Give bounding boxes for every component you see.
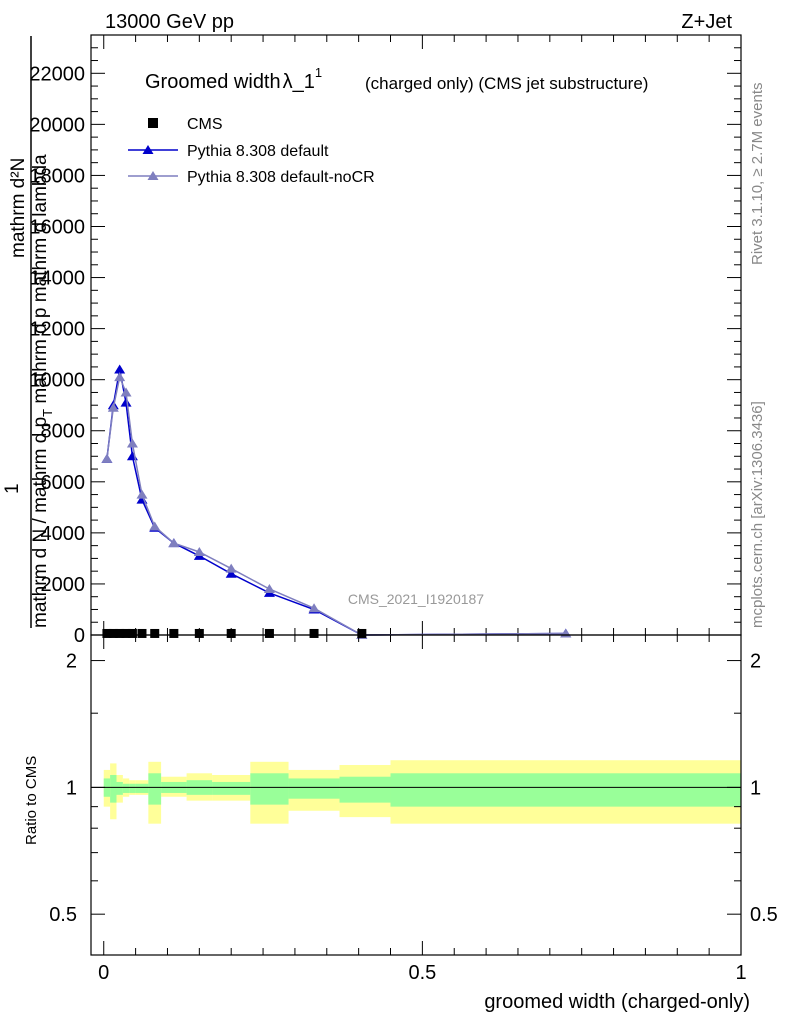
ylabel-one: 1 [2, 483, 23, 494]
ylabel-sub: T [40, 409, 55, 417]
ratio-plot: 0.5 0.5 1 1 2 2 0 0.5 1 Ratio to CMS groomed wid… [23, 634, 778, 1013]
cms-point [194, 628, 204, 638]
main-series [101, 364, 572, 639]
pythia-nocr-point [136, 489, 148, 499]
ratio-ytick-label-right: 0.5 [750, 904, 778, 926]
main-ytick-label: 12000 [29, 319, 85, 341]
ratio-ytick-label-right: 2 [750, 651, 761, 673]
main-ytick-label: 10000 [29, 370, 85, 392]
pythia-nocr-point [101, 453, 113, 463]
title-lambda: λ_1 [283, 71, 315, 93]
mcplots-label: mcplots.cern.ch [arXiv:1306.3436] [749, 401, 766, 628]
ratio-band-inner [122, 783, 130, 793]
cms-point [108, 628, 118, 638]
pythia-nocr-point [149, 521, 161, 531]
pythia-default-point [120, 397, 132, 407]
cms-point [169, 628, 179, 638]
pythia-nocr-point [120, 387, 132, 397]
legend: CMS Pythia 8.308 default Pythia 8.308 de… [128, 116, 375, 186]
main-ytick-label: 14000 [29, 268, 85, 290]
cms-point [121, 628, 131, 638]
pythia-nocr-point [225, 563, 237, 573]
pythia-default-line [106, 369, 566, 636]
ylabel-prefix: mathrm d N / mathrm d p [30, 417, 51, 628]
ratio-axis-ticks: 0.5 0.5 1 1 2 2 0 0.5 1 [49, 635, 778, 984]
ratio-band-inner [135, 783, 149, 793]
main-ytick-label: 4000 [41, 523, 86, 545]
pythia-default-point [114, 364, 126, 374]
pythia-nocr-point [168, 538, 180, 548]
main-ytick-label: 8000 [41, 421, 86, 443]
ratio-ylabel: Ratio to CMS [23, 756, 40, 845]
main-plot: 0 2000 4000 6000 8000 10000 12000 14000 16000 180… [2, 34, 742, 647]
title-suffix: (charged only) (CMS jet substructure) [365, 74, 648, 93]
ylabel-numerator: mathrm d²N [8, 158, 29, 258]
plot-title: Groomed width λ_11 [145, 65, 322, 93]
ratio-band-inner [129, 783, 136, 793]
cms-point [127, 628, 137, 638]
cms-point [115, 628, 125, 638]
ratio-band-inner [339, 776, 391, 803]
pythia-nocr-point [308, 603, 320, 613]
ratio-band-inner [250, 773, 289, 805]
cms-point [226, 628, 236, 638]
ratio-band-inner [288, 778, 340, 799]
legend-marker-default [142, 145, 154, 154]
title-main: Groomed width [145, 71, 281, 93]
rivet-version-label: Rivet 3.1.10, ≥ 2.7M events [749, 83, 766, 266]
ylabel-denominator: mathrm d N / mathrm d pT mathrm d p math… [30, 154, 55, 628]
cms-point [150, 628, 160, 638]
analysis-watermark: CMS_2021_I1920187 [348, 591, 484, 607]
pythia-nocr-line [106, 374, 566, 636]
cms-point [137, 628, 147, 638]
pythia-nocr-point [126, 438, 138, 448]
title-sup: 1 [315, 65, 322, 80]
pythia-nocr-point [263, 584, 275, 594]
ratio-bands [91, 760, 741, 824]
main-ylabel: mathrm d²N 1 mathrm d N / mathrm d pT ma… [2, 36, 55, 628]
main-axis-ticks: 0 2000 4000 6000 8000 10000 12000 14000 16000 180… [29, 35, 742, 647]
main-ytick-label: 22000 [29, 63, 85, 85]
pythia-nocr-point [193, 547, 205, 557]
ratio-band-inner [110, 774, 117, 803]
ratio-ytick-label-right: 1 [750, 777, 761, 799]
ratio-ytick-label: 2 [66, 651, 77, 673]
cms-point [309, 628, 319, 638]
energy-label: 13000 GeV pp [105, 11, 234, 33]
main-ytick-label: 0 [74, 625, 85, 647]
ratio-plot-frame [90, 634, 742, 956]
main-ytick-label: 20000 [29, 114, 85, 136]
legend-marker-nocr [147, 171, 159, 180]
ratio-xtick-label: 0 [98, 962, 109, 984]
pythia-default-point [225, 568, 237, 578]
legend-label-cms: CMS [187, 116, 223, 133]
pythia-nocr-point [114, 372, 126, 382]
main-ytick-label: 16000 [29, 216, 85, 238]
legend-label-default: Pythia 8.308 default [187, 143, 329, 160]
process-label: Z+Jet [681, 11, 732, 33]
ratio-band-inner [148, 773, 162, 805]
ratio-ytick-label: 1 [66, 777, 77, 799]
ylabel-suffix: mathrm d p mathrm d lambda [30, 154, 51, 409]
ratio-band-inner [212, 781, 251, 795]
ratio-xtick-label: 1 [735, 962, 746, 984]
ratio-xlabel: groomed width (charged-only) [484, 991, 750, 1013]
main-ytick-label: 6000 [41, 472, 86, 494]
main-ytick-label: 18000 [29, 165, 85, 187]
ratio-ytick-label: 0.5 [49, 904, 77, 926]
legend-label-nocr: Pythia 8.308 default-noCR [187, 169, 375, 186]
ratio-band-inner [116, 781, 123, 795]
ratio-band-inner [390, 773, 741, 807]
cms-point [102, 628, 112, 638]
cms-point [357, 628, 367, 638]
legend-marker-cms [148, 118, 158, 128]
cms-point [264, 628, 274, 638]
pythia-nocr-point [107, 402, 119, 412]
pythia-default-point [126, 451, 138, 461]
main-ytick-label: 2000 [41, 574, 86, 596]
ratio-xtick-label: 0.5 [408, 962, 436, 984]
